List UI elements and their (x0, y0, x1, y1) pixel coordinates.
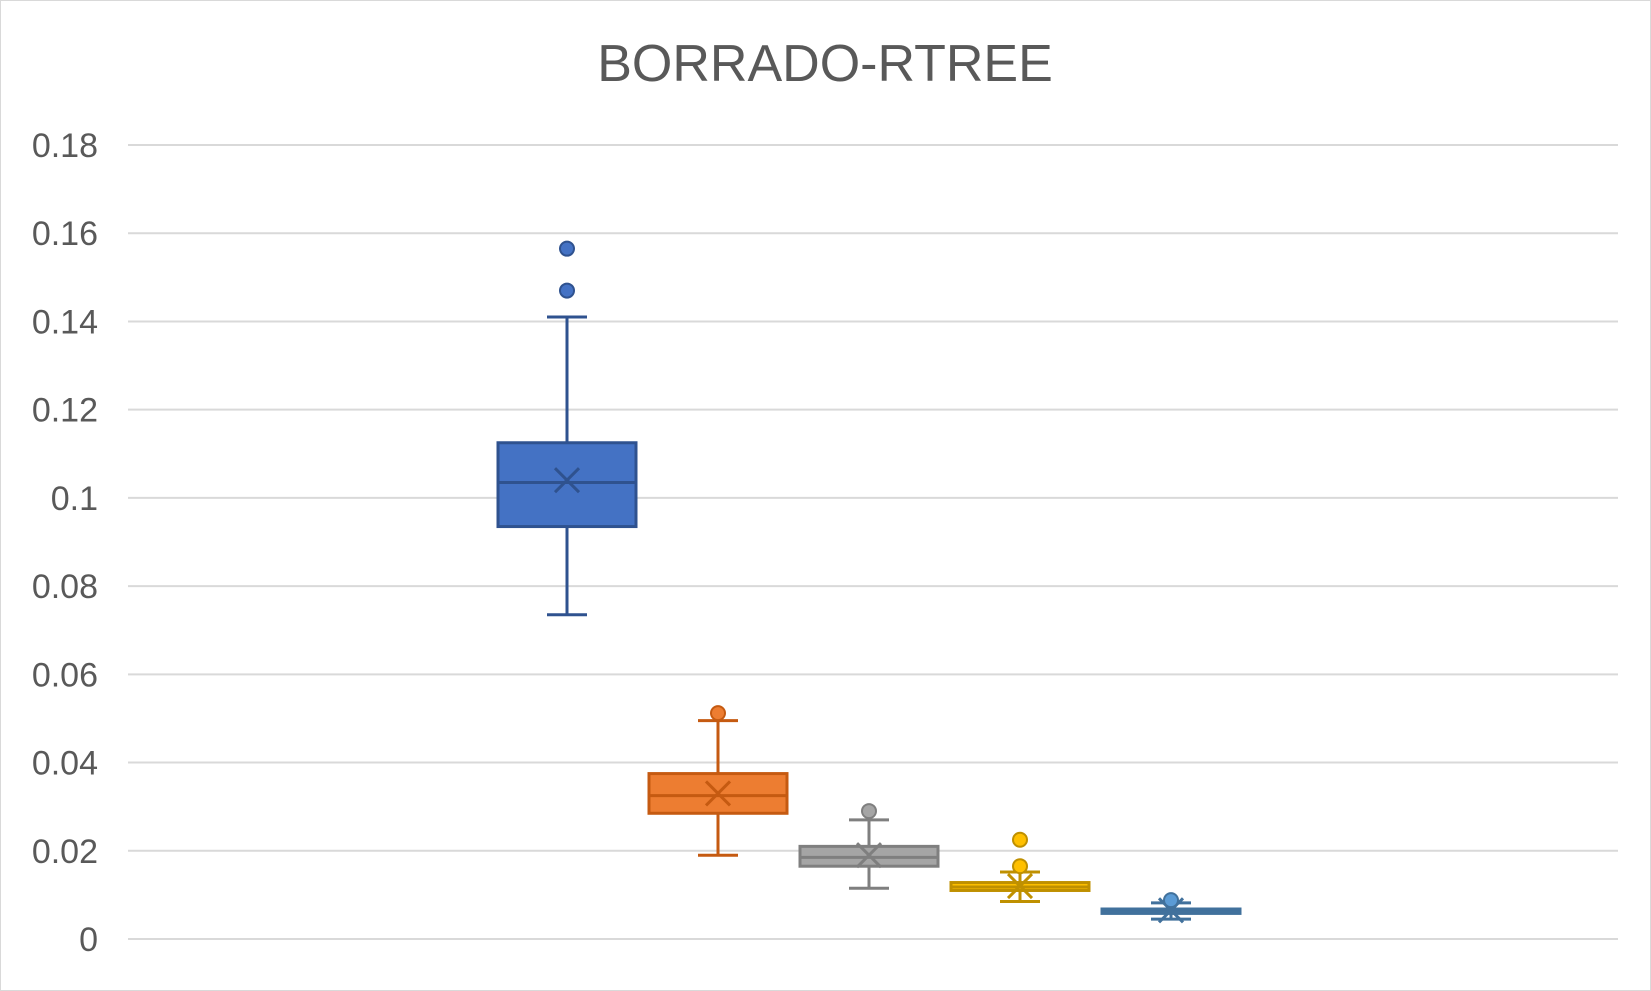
mean-marker (1006, 873, 1034, 900)
mean-marker (704, 780, 732, 807)
outlier-point (1012, 858, 1028, 875)
outlier-point (559, 240, 575, 257)
box-series (496, 240, 638, 617)
y-tick-label: 0.08 (32, 568, 98, 606)
mean-marker (1157, 897, 1185, 924)
y-tick-label: 0.06 (32, 656, 98, 694)
y-tick-label: 0.04 (32, 745, 98, 783)
y-tick-label: 0.18 (32, 127, 98, 165)
y-tick-label: 0.1 (51, 480, 98, 518)
outlier-point (559, 282, 575, 299)
outlier-point (1012, 831, 1028, 848)
box-series (1100, 892, 1242, 924)
box-series (798, 803, 940, 890)
outlier-point (861, 803, 877, 820)
chart-title: BORRADO-RTREE (597, 35, 1053, 93)
y-axis-tick-labels: 0 0.02 0.04 0.06 0.08 0.1 0.12 0.14 0.16 0.18 (32, 127, 98, 959)
box (496, 441, 638, 529)
y-tick-label: 0.02 (32, 833, 98, 871)
box (647, 772, 789, 815)
y-tick-label: 0.12 (32, 392, 98, 430)
box-series-layer (496, 240, 1242, 924)
box-series (647, 705, 789, 857)
y-tick-label: 0.16 (32, 215, 98, 253)
y-tick-label: 0.14 (32, 303, 98, 341)
box-series (949, 831, 1091, 904)
mean-marker (553, 467, 581, 494)
y-tick-label: 0 (79, 921, 98, 959)
mean-marker (855, 842, 883, 869)
outlier-point (1163, 892, 1179, 909)
outlier-point (710, 705, 726, 722)
gridlines (128, 144, 1618, 940)
